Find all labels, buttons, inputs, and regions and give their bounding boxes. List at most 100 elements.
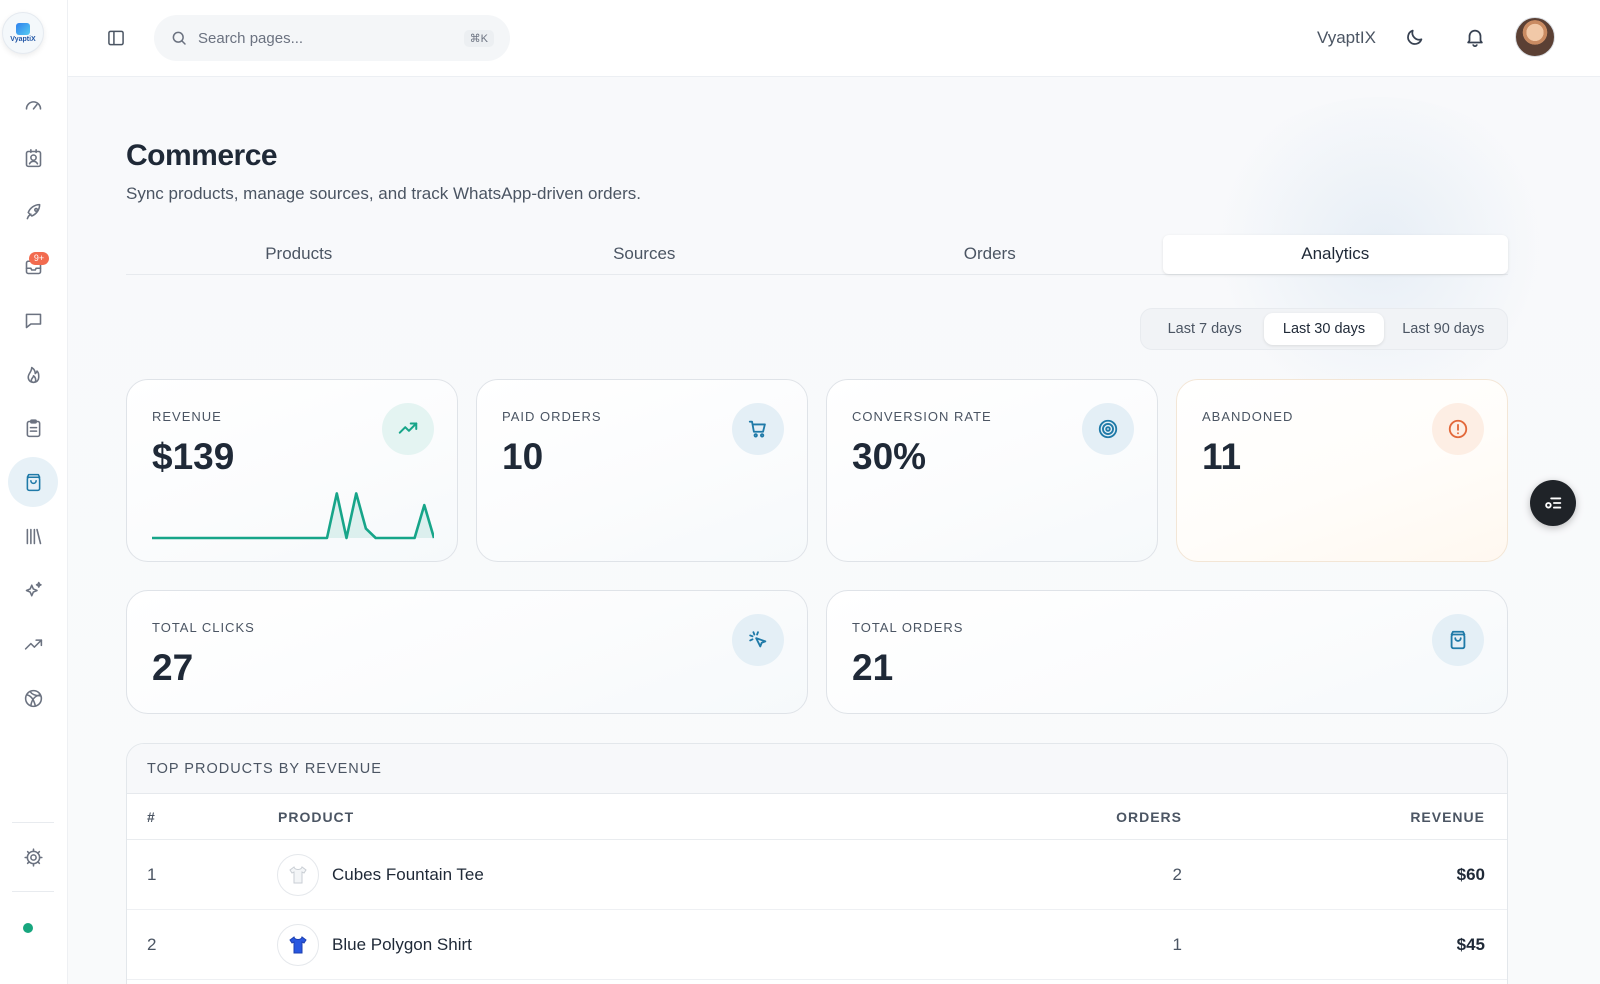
sidebar-item-hot-leads[interactable] bbox=[14, 355, 52, 393]
top-products-title: TOP PRODUCTS BY REVENUE bbox=[127, 744, 1507, 794]
sidebar-item-ai[interactable] bbox=[14, 571, 52, 609]
row-orders: 2 bbox=[1172, 865, 1182, 884]
logo-mark-icon bbox=[16, 22, 30, 35]
sidebar-item-tasks[interactable] bbox=[14, 409, 52, 447]
total-clicks-card: TOTAL CLICKS 27 bbox=[126, 590, 808, 714]
column-header-product: PRODUCT bbox=[278, 809, 355, 825]
revenue-icon-badge bbox=[382, 403, 434, 455]
main-content: Commerce Sync products, manage sources, … bbox=[68, 77, 1600, 984]
total-clicks-icon-badge bbox=[732, 614, 784, 666]
paid-orders-value: 10 bbox=[502, 436, 544, 477]
tab-orders[interactable]: Orders bbox=[963, 244, 1016, 263]
row-orders: 1 bbox=[1172, 935, 1182, 954]
target-icon bbox=[1098, 419, 1118, 439]
sidebar-divider bbox=[12, 822, 54, 823]
row-product-name: Blue Polygon Shirt bbox=[332, 935, 472, 954]
sidebar-item-library[interactable] bbox=[14, 517, 52, 555]
flame-icon bbox=[26, 366, 40, 383]
theme-toggle-button[interactable] bbox=[1404, 26, 1428, 50]
paid-orders-icon-badge bbox=[732, 403, 784, 455]
sidebar-item-commerce[interactable] bbox=[8, 457, 58, 507]
row-product-name: Cubes Fountain Tee bbox=[332, 865, 484, 884]
top-products-table: TOP PRODUCTS BY REVENUE # PRODUCT ORDERS… bbox=[126, 743, 1508, 984]
workspace-name[interactable]: VyaptIX bbox=[1317, 28, 1376, 47]
user-avatar[interactable] bbox=[1515, 17, 1555, 57]
conversion-rate-card: CONVERSION RATE 30% bbox=[826, 379, 1158, 562]
sidebar-item-contacts[interactable] bbox=[14, 139, 52, 177]
tab-sources[interactable]: Sources bbox=[613, 244, 676, 263]
total-orders-card: TOTAL ORDERS 21 bbox=[826, 590, 1508, 714]
paid-orders-card: PAID ORDERS 10 bbox=[476, 379, 808, 562]
sidebar-item-settings[interactable] bbox=[14, 838, 52, 876]
search-input[interactable] bbox=[198, 29, 464, 47]
logo-text: VyaptiX bbox=[10, 35, 36, 43]
conversion-rate-label: CONVERSION RATE bbox=[852, 409, 992, 424]
search-icon bbox=[172, 31, 186, 45]
sparkline-area bbox=[152, 493, 434, 538]
total-orders-value: 21 bbox=[852, 647, 894, 688]
conversion-rate-icon-badge bbox=[1082, 403, 1134, 455]
trending-up-icon bbox=[398, 422, 418, 434]
trending-up-icon bbox=[24, 638, 42, 650]
search-bar[interactable]: ⌘K bbox=[154, 15, 510, 61]
sidebar-toggle-button[interactable] bbox=[104, 26, 128, 50]
search-shortcut-hint: ⌘K bbox=[463, 29, 494, 47]
table-row[interactable]: 1 Cubes Fountain Tee 2 $60 bbox=[127, 840, 1507, 910]
paid-orders-label: PAID ORDERS bbox=[502, 409, 602, 424]
page-subtitle: Sync products, manage sources, and track… bbox=[126, 184, 641, 203]
column-header-revenue: REVENUE bbox=[1410, 809, 1485, 825]
total-clicks-label: TOTAL CLICKS bbox=[152, 620, 255, 635]
abandoned-icon-badge bbox=[1432, 403, 1484, 455]
cart-icon bbox=[748, 420, 766, 438]
row-revenue: $45 bbox=[1456, 935, 1485, 954]
sidebar-item-analytics[interactable] bbox=[14, 625, 52, 663]
gear-icon bbox=[23, 847, 43, 867]
top-header: ⌘K VyaptIX bbox=[68, 0, 1600, 77]
bell-icon bbox=[1467, 29, 1483, 48]
sidebar: VyaptiX 9+ bbox=[0, 0, 68, 984]
row-rank: 1 bbox=[147, 865, 157, 884]
quick-actions-button[interactable] bbox=[1530, 480, 1576, 526]
table-row[interactable]: 2 Blue Polygon Shirt 1 $45 bbox=[127, 910, 1507, 980]
range-last-30-days[interactable]: Last 30 days bbox=[1264, 313, 1384, 345]
shopping-bag-icon bbox=[26, 473, 40, 491]
total-orders-label: TOTAL ORDERS bbox=[852, 620, 964, 635]
library-icon bbox=[26, 528, 41, 544]
list-settings-icon bbox=[1545, 497, 1562, 509]
sidebar-item-integrations[interactable] bbox=[14, 679, 52, 717]
blue-tshirt-icon bbox=[289, 936, 307, 954]
commerce-tabs: Products Sources Orders Analytics bbox=[126, 235, 1508, 275]
app-logo[interactable]: VyaptiX bbox=[2, 12, 44, 54]
range-last-7-days[interactable]: Last 7 days bbox=[1167, 321, 1242, 337]
date-range-selector: Last 7 days Last 30 days Last 90 days bbox=[1140, 308, 1508, 350]
notifications-button[interactable] bbox=[1464, 26, 1488, 50]
inbox-badge: 9+ bbox=[29, 252, 49, 265]
sidebar-item-campaigns[interactable] bbox=[14, 193, 52, 231]
sidebar-divider bbox=[12, 891, 54, 892]
sidebar-item-chats[interactable] bbox=[14, 301, 52, 339]
range-last-90-days[interactable]: Last 90 days bbox=[1402, 321, 1485, 337]
row-revenue: $60 bbox=[1456, 865, 1485, 884]
product-thumbnail bbox=[277, 854, 319, 896]
column-header-orders: ORDERS bbox=[1116, 809, 1182, 825]
gauge-icon bbox=[25, 100, 41, 110]
revenue-value: $139 bbox=[152, 436, 235, 477]
alert-circle-icon bbox=[1448, 419, 1468, 439]
total-clicks-value: 27 bbox=[152, 647, 194, 688]
online-status-dot bbox=[23, 923, 33, 933]
table-header: # PRODUCT ORDERS REVENUE bbox=[127, 794, 1507, 840]
abandoned-value: 11 bbox=[1202, 436, 1242, 477]
conversion-rate-value: 30% bbox=[852, 436, 927, 477]
sidebar-item-dashboard[interactable] bbox=[14, 85, 52, 123]
clipboard-icon bbox=[26, 418, 40, 437]
abandoned-card: ABANDONED 11 bbox=[1176, 379, 1508, 562]
tab-analytics[interactable]: Analytics bbox=[1162, 235, 1508, 274]
chat-bubble-icon bbox=[25, 313, 41, 328]
tab-products[interactable]: Products bbox=[265, 244, 333, 263]
sidebar-item-inbox[interactable]: 9+ bbox=[14, 247, 52, 285]
sidebar-panel-icon bbox=[108, 30, 124, 46]
globe-icon bbox=[24, 689, 42, 707]
abandoned-label: ABANDONED bbox=[1202, 409, 1294, 424]
cursor-click-icon bbox=[749, 631, 767, 648]
column-header-rank: # bbox=[147, 809, 156, 825]
